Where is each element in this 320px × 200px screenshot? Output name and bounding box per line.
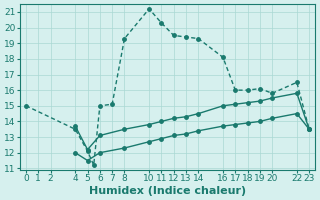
X-axis label: Humidex (Indice chaleur): Humidex (Indice chaleur)	[89, 186, 246, 196]
